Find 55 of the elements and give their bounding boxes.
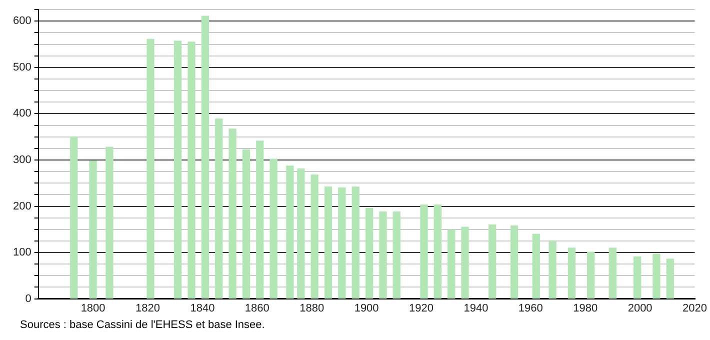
bar: [488, 224, 496, 299]
y-tick-label: 200: [12, 200, 32, 212]
bar: [70, 136, 78, 299]
bar: [310, 174, 318, 299]
bar: [242, 149, 250, 299]
bar: [188, 42, 196, 299]
bar: [256, 140, 264, 299]
bar: [270, 158, 278, 299]
bar: [215, 118, 223, 299]
bar: [352, 186, 360, 299]
bar: [365, 208, 374, 299]
x-tick-label: 1880: [300, 302, 324, 314]
bar: [568, 248, 576, 299]
bar: [324, 186, 332, 299]
x-tick-label: 1960: [518, 302, 543, 314]
bar: [89, 160, 97, 299]
bar: [548, 240, 556, 299]
x-tick-label: 2000: [628, 302, 652, 314]
bar: [201, 16, 210, 299]
bar: [448, 230, 456, 299]
bar: [174, 40, 182, 299]
x-tick-label: 1940: [464, 302, 488, 314]
bar: [297, 168, 305, 299]
bar: [338, 187, 346, 299]
bar: [652, 254, 660, 299]
x-tick-label: 1820: [136, 302, 160, 314]
bar: [510, 225, 518, 299]
bar: [392, 211, 400, 299]
source-note: Sources : base Cassini de l'EHESS et base Insee.: [20, 319, 265, 331]
x-tick-label: 1920: [409, 302, 434, 314]
y-tick-label: 600: [12, 15, 32, 28]
x-tick-label: 2020: [682, 302, 708, 314]
bar: [634, 256, 642, 299]
bar: [587, 252, 595, 299]
bar: [286, 166, 294, 299]
bar: [434, 204, 442, 299]
bar: [666, 258, 674, 299]
bar: [106, 146, 114, 299]
bar: [420, 204, 428, 299]
bar: [461, 226, 469, 299]
y-tick-label: 400: [12, 108, 32, 120]
bar: [608, 248, 617, 299]
x-tick-label: 1840: [190, 302, 215, 314]
bar: [379, 211, 387, 299]
y-tick-label: 0: [25, 292, 32, 305]
y-tick-label: 500: [12, 61, 32, 74]
x-tick-label: 1900: [354, 302, 379, 314]
bar: [146, 38, 154, 299]
bar: [532, 234, 540, 299]
bar: [228, 128, 236, 299]
x-tick-label: 1860: [244, 302, 270, 314]
x-tick-label: 1980: [573, 302, 598, 314]
y-tick-label: 100: [12, 246, 32, 259]
x-tick-label: 1800: [80, 302, 106, 314]
y-tick-label: 300: [12, 154, 32, 166]
